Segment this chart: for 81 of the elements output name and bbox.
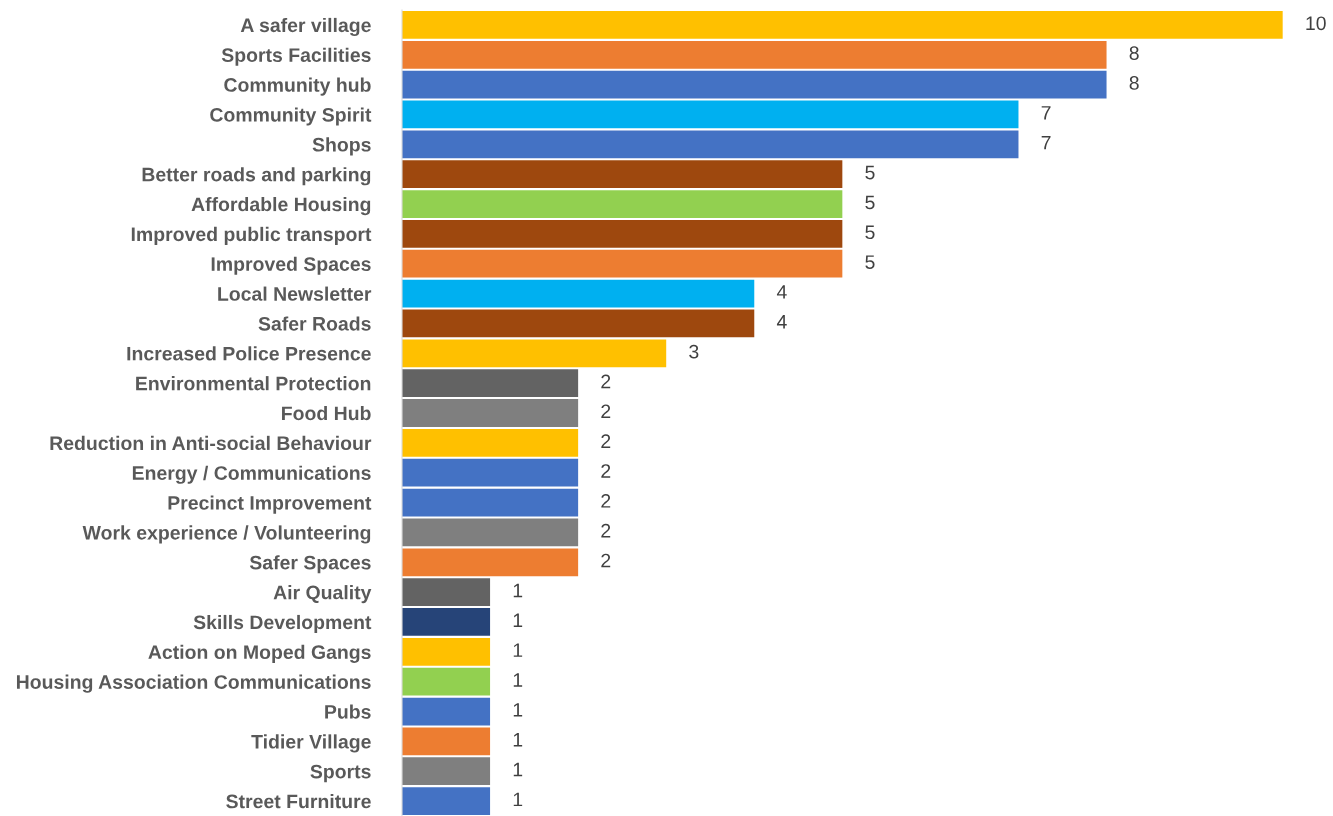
bar [402,40,1107,69]
bar [402,100,1019,129]
bar [402,608,491,636]
data-label: 2 [601,553,611,568]
data-label: 5 [865,225,875,240]
bar [402,757,491,786]
data-label: 2 [601,434,611,448]
bar [402,548,579,577]
data-label: 3 [689,344,699,359]
y-tick-label: Community hub [224,77,371,96]
data-label: 1 [513,613,523,627]
y-tick-label: Precinct Improvement [168,495,372,514]
bar [402,220,843,248]
bar [402,518,579,547]
bar [402,249,843,278]
bar [402,279,755,308]
y-tick-label: Housing Association Communications [16,674,371,693]
bar [402,130,1019,159]
y-tick-label: Food Hub [282,405,371,421]
data-label: 2 [601,464,611,478]
y-tick-label: Improved Spaces [211,256,371,275]
data-label: 1 [513,792,523,807]
bar [402,637,491,666]
bar [402,190,843,218]
bar [402,697,491,726]
bar [402,70,1107,99]
data-label: 1 [513,673,523,687]
y-tick-label: Pubs [325,704,371,719]
y-tick-label: Reduction in Anti-social Behaviour [50,435,372,451]
y-tick-label: A safer village [240,17,371,37]
bar [402,428,579,457]
y-tick-label: Sports Facilities [221,47,371,66]
y-tick-label: Skills Development [193,614,372,634]
y-tick-label: Sports [310,764,371,783]
data-label: 4 [776,285,787,299]
bar [402,578,491,606]
bar [402,787,491,815]
y-tick-label: Shops [312,137,371,156]
data-label: 5 [865,255,875,269]
data-label: 1 [513,733,523,747]
y-tick-label: Affordable Housing [191,196,371,216]
y-tick-label: Community Spirit [210,107,372,126]
y-tick-label: Improved public transport [131,226,372,245]
y-tick-label: Action on Moped Gangs [148,644,371,663]
y-tick-label: Energy / Communications [132,465,371,484]
bar [402,339,667,368]
y-tick-label: Local Newsletter [218,286,372,301]
bar [402,399,579,427]
data-label: 2 [601,374,611,389]
y-tick-label: Environmental Protection [136,376,371,391]
bar [402,488,579,517]
data-label: 5 [865,195,875,210]
bar [402,369,579,398]
y-tick-label: Safer Spaces [249,555,371,574]
data-label: 7 [1041,135,1051,150]
data-label: 2 [601,404,611,419]
bar [402,727,491,756]
y-tick-label: Better roads and parking [142,167,371,186]
data-label: 2 [601,523,611,538]
bar [402,160,843,189]
y-tick-label: Air Quality [273,585,372,604]
data-label: 7 [1041,106,1051,120]
data-label: 4 [776,315,787,329]
bar [402,458,579,487]
y-tick-label: Increased Police Presence [127,346,371,361]
data-label: 8 [1129,46,1139,60]
data-label: 1 [513,643,523,657]
data-label: 1 [513,762,523,777]
bar [402,309,755,338]
data-label: 5 [865,165,875,180]
data-label: 1 [513,703,523,717]
y-tick-label: Tidier Village [251,734,371,753]
y-tick-label: Street Furniture [226,794,371,809]
y-tick-label: Work experience / Volunteering [82,525,371,544]
data-label: 10 [1306,16,1326,31]
data-label: 2 [601,494,611,508]
y-tick-label: Safer Roads [258,316,371,331]
bar [402,11,1283,39]
bar [402,667,491,696]
data-label: 8 [1129,76,1139,90]
data-label: 1 [513,583,523,598]
